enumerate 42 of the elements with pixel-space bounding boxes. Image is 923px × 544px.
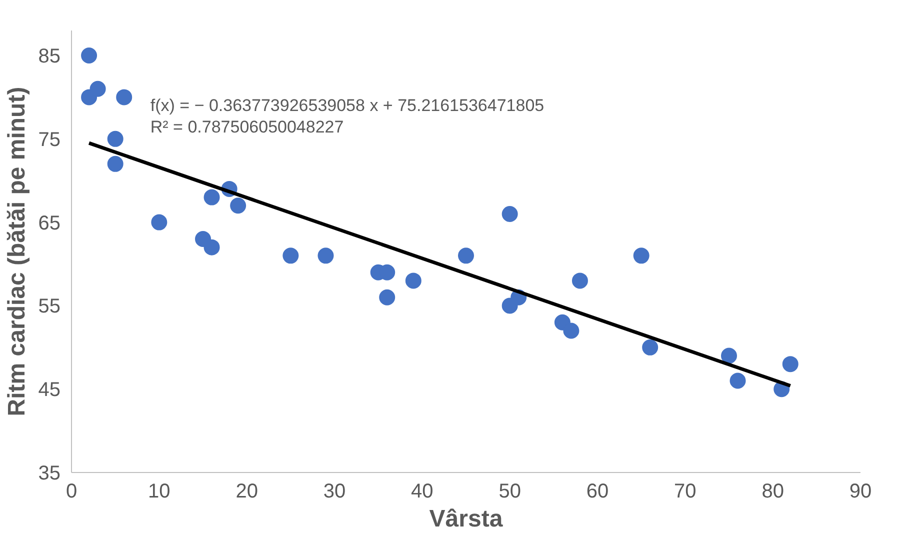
point [230,198,246,214]
x-axis-title: Vârsta [429,506,504,532]
y-tick-label: 55 [38,296,61,318]
y-tick-label: 65 [38,212,61,234]
point [405,272,422,289]
point [572,272,588,289]
point [642,339,658,356]
point [81,48,98,64]
x-tick-label: 90 [849,480,872,502]
point [633,248,650,264]
point [107,130,124,147]
x-tick-label: 70 [674,480,696,502]
x-tick-label: 40 [411,480,434,502]
point [458,248,474,264]
point [379,289,396,306]
point [502,206,518,222]
point [204,189,220,206]
x-tick-label: 20 [236,480,258,502]
point [563,322,580,339]
x-tick-label: 0 [66,480,78,502]
annotation: f(x) = − 0.363773926539058 x + 75.2161536471805 [150,96,544,116]
y-tick-label: 75 [38,128,61,151]
y-tick-label: 85 [38,46,61,68]
point [151,214,168,230]
y-tick-label: 45 [38,379,61,402]
point [782,356,798,372]
point [107,156,124,172]
y-axis-title: Ritm cardiac (bătăi pe minut) [3,86,30,416]
point [90,80,106,97]
annotation: R² = 0.787506050048227 [150,118,344,137]
point [318,248,334,264]
x-tick-label: 60 [586,480,609,502]
point [730,372,746,389]
x-tick-label: 50 [498,480,521,502]
point [282,248,299,264]
x-tick-label: 10 [148,480,170,502]
x-tick-label: 30 [323,480,346,502]
point [721,348,737,364]
point [204,239,220,256]
point [116,89,132,106]
y-tick-label: 35 [38,462,61,484]
x-tick-label: 80 [762,480,784,502]
